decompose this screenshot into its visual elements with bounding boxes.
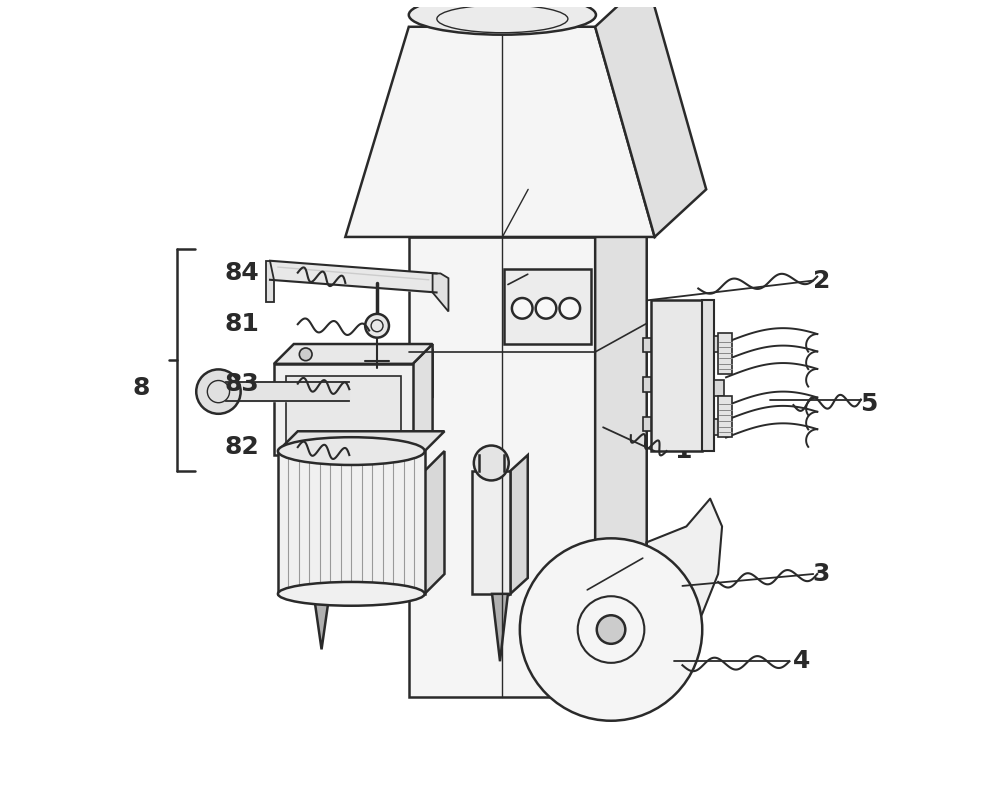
Ellipse shape [278, 437, 425, 465]
Text: 8: 8 [133, 375, 150, 399]
Text: 84: 84 [225, 261, 260, 285]
Text: 5: 5 [860, 391, 877, 416]
Polygon shape [492, 594, 508, 661]
Circle shape [536, 298, 556, 319]
Circle shape [365, 314, 389, 337]
Circle shape [559, 298, 580, 319]
Polygon shape [286, 376, 401, 447]
Polygon shape [266, 261, 274, 302]
Bar [718, 333, 732, 374]
Polygon shape [409, 237, 595, 697]
Bar [651, 300, 702, 451]
Circle shape [474, 445, 509, 480]
Bar [643, 417, 651, 431]
Polygon shape [595, 0, 706, 237]
Text: 81: 81 [225, 312, 260, 337]
Bar [652, 382, 701, 449]
Ellipse shape [278, 582, 425, 606]
Text: 1: 1 [674, 439, 691, 463]
Polygon shape [510, 455, 528, 594]
Ellipse shape [409, 0, 596, 35]
Polygon shape [595, 190, 647, 697]
Bar [349, 366, 417, 412]
Polygon shape [278, 431, 444, 451]
Circle shape [512, 298, 533, 319]
Bar [643, 378, 651, 391]
Bar [714, 420, 724, 435]
Polygon shape [425, 451, 444, 594]
Bar [278, 451, 425, 594]
Bar [718, 395, 732, 437]
Polygon shape [274, 344, 433, 364]
Polygon shape [349, 351, 433, 366]
Bar [504, 269, 591, 344]
Bar [472, 471, 510, 594]
Polygon shape [611, 499, 722, 677]
Bar [702, 300, 714, 451]
Bar [714, 380, 724, 395]
Polygon shape [274, 364, 413, 455]
Text: 82: 82 [225, 435, 260, 459]
Text: 2: 2 [813, 269, 830, 293]
Text: 83: 83 [225, 372, 260, 395]
Bar [652, 304, 701, 380]
Polygon shape [345, 27, 655, 237]
Text: 4: 4 [793, 650, 810, 673]
Polygon shape [413, 344, 433, 455]
Circle shape [299, 348, 312, 361]
Polygon shape [314, 594, 329, 650]
Polygon shape [433, 274, 448, 312]
Bar [643, 337, 651, 352]
Polygon shape [417, 351, 433, 412]
Polygon shape [409, 190, 647, 237]
Circle shape [196, 370, 241, 414]
Bar [714, 336, 724, 352]
Circle shape [520, 538, 702, 721]
Circle shape [597, 615, 625, 644]
Text: 3: 3 [813, 562, 830, 586]
